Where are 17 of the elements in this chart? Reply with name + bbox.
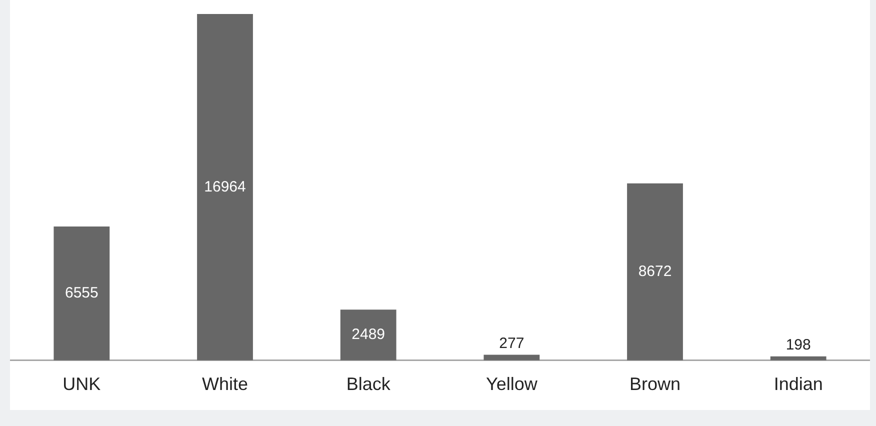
x-tick-label: Yellow <box>486 374 538 394</box>
data-label: 277 <box>499 334 524 352</box>
x-tick-label: White <box>202 374 248 394</box>
x-tick-label: Black <box>346 374 392 394</box>
data-label: 16964 <box>204 178 246 196</box>
data-label: 8672 <box>638 263 672 280</box>
bar <box>340 310 396 360</box>
x-tick-label: Indian <box>774 374 823 394</box>
x-tick-label: UNK <box>62 374 101 394</box>
bar <box>627 183 683 360</box>
bar <box>197 14 253 360</box>
data-label: 198 <box>786 336 811 354</box>
bar <box>54 226 110 360</box>
data-label: 6555 <box>64 284 98 302</box>
data-label: 2489 <box>352 326 386 344</box>
x-tick-label: Brown <box>629 374 681 394</box>
bar <box>484 354 540 360</box>
